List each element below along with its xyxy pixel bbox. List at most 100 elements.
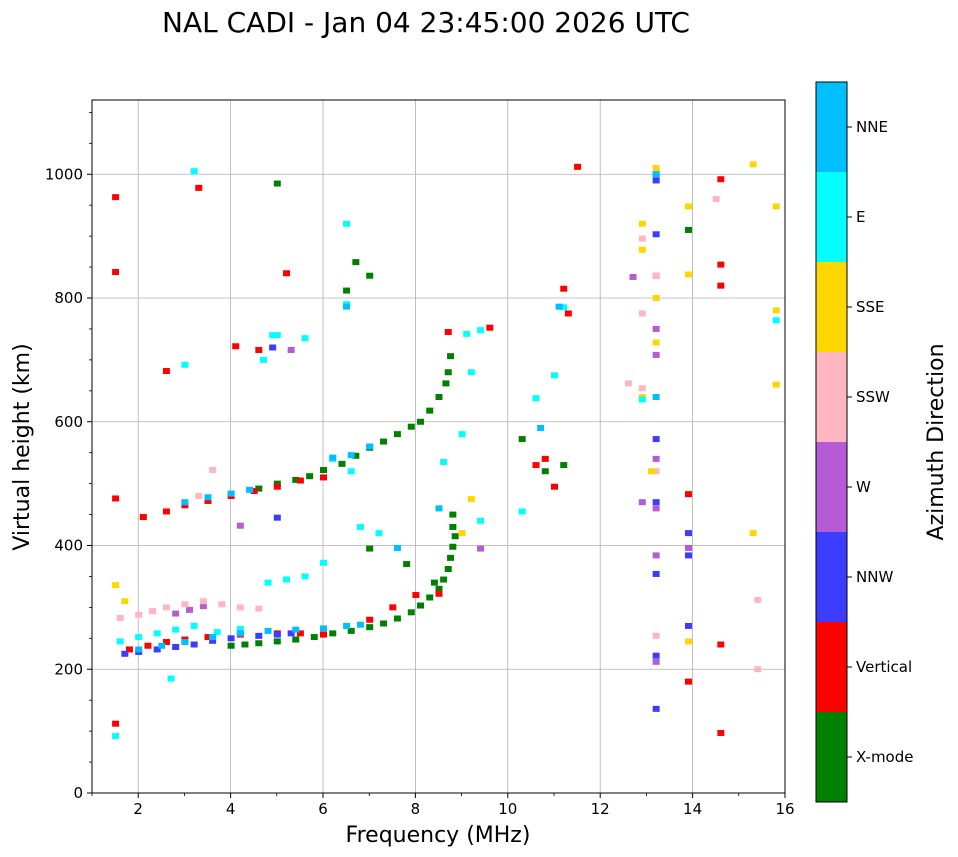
- point-x-mode: [255, 485, 263, 492]
- point-nne: [246, 486, 254, 493]
- point-ssw: [638, 385, 646, 392]
- colorbar-label-item: NNW: [856, 568, 893, 586]
- point-x-mode: [444, 369, 452, 376]
- point-x-mode: [451, 533, 459, 540]
- point-ssw: [181, 601, 189, 608]
- point-nne: [393, 544, 401, 551]
- point-vertical: [320, 631, 327, 638]
- point-e: [467, 369, 475, 376]
- point-x-mode: [227, 642, 235, 649]
- point-x-mode: [366, 272, 374, 279]
- x-tick-label: 16: [775, 800, 794, 818]
- point-vertical: [564, 310, 572, 317]
- point-x-mode: [241, 641, 249, 648]
- point-e: [458, 431, 466, 438]
- colorbar-swatch: [816, 172, 847, 262]
- point-x-mode: [560, 462, 568, 469]
- point-e: [153, 630, 161, 637]
- point-vertical: [195, 184, 203, 191]
- y-axis-label: Virtual height (km): [10, 343, 35, 550]
- point-e: [273, 332, 281, 339]
- point-ssw: [236, 604, 244, 611]
- point-x-mode: [440, 576, 448, 583]
- point-sse: [467, 496, 475, 503]
- point-e: [463, 330, 471, 337]
- point-vertical: [574, 163, 582, 170]
- point-nnw: [273, 631, 281, 638]
- point-vertical: [541, 455, 549, 462]
- point-vertical: [435, 590, 443, 597]
- point-sse: [112, 582, 120, 589]
- point-x-mode: [430, 579, 438, 586]
- point-nnw: [652, 177, 660, 184]
- point-vertical: [684, 491, 692, 498]
- colorbar: X-mode Vertical NNW W SSW SSE E NNE: [815, 81, 913, 803]
- data-points: [112, 161, 780, 740]
- point-nne: [227, 490, 235, 497]
- point-sse: [772, 307, 780, 314]
- colorbar-label-item: X-mode: [856, 748, 913, 766]
- point-e: [477, 327, 485, 334]
- point-x-mode: [447, 353, 455, 360]
- point-ssw: [754, 596, 762, 603]
- point-ssw: [255, 605, 263, 612]
- point-x-mode: [393, 615, 401, 622]
- point-e: [301, 335, 309, 342]
- x-axis-label: Frequency (MHz): [346, 823, 531, 848]
- point-x-mode: [417, 602, 425, 609]
- point-vertical: [139, 514, 147, 521]
- point-e: [560, 304, 568, 311]
- plot-area-frame: [91, 99, 786, 794]
- point-vertical: [162, 368, 170, 375]
- point-ssw: [638, 310, 646, 317]
- point-e: [356, 523, 364, 530]
- point-vertical: [204, 634, 212, 641]
- point-vertical: [232, 343, 240, 350]
- point-ssw: [624, 380, 632, 387]
- point-vertical: [112, 495, 120, 502]
- point-e: [264, 579, 272, 586]
- point-w: [652, 325, 660, 332]
- point-nnw: [121, 650, 129, 657]
- y-tick-label: 0: [73, 784, 83, 802]
- point-sse: [638, 220, 646, 227]
- colorbar-label: Azimuth Direction: [924, 343, 949, 540]
- point-w: [629, 273, 637, 280]
- point-x-mode: [320, 467, 327, 474]
- point-e: [190, 168, 198, 175]
- point-nne: [158, 642, 166, 649]
- point-e: [343, 220, 351, 227]
- point-nne: [537, 424, 545, 431]
- point-nnw: [255, 632, 263, 639]
- x-tick-label: 10: [498, 800, 517, 818]
- point-w: [652, 351, 660, 358]
- point-nne: [181, 639, 189, 646]
- point-nnw: [684, 552, 692, 559]
- point-sse: [652, 295, 660, 301]
- point-sse: [638, 246, 646, 253]
- point-nne: [343, 622, 351, 629]
- point-vertical: [204, 497, 212, 504]
- point-e: [532, 395, 540, 402]
- point-x-mode: [306, 473, 314, 480]
- point-x-mode: [442, 380, 450, 387]
- point-x-mode: [310, 634, 318, 641]
- point-ssw: [135, 611, 143, 618]
- x-tick-label: 4: [226, 800, 236, 818]
- point-x-mode: [338, 460, 346, 467]
- point-w: [186, 606, 194, 613]
- point-x-mode: [380, 438, 388, 445]
- point-vertical: [273, 483, 281, 490]
- point-nnw: [652, 499, 660, 506]
- colorbar-swatch: [816, 262, 847, 352]
- point-nne: [320, 625, 327, 632]
- point-vertical: [181, 502, 189, 509]
- point-nne: [356, 621, 364, 628]
- point-sse: [684, 203, 692, 210]
- colorbar-label-item: E: [856, 208, 865, 226]
- point-e: [181, 361, 189, 368]
- point-w: [287, 346, 295, 353]
- point-sse: [652, 339, 660, 346]
- point-x-mode: [347, 627, 355, 634]
